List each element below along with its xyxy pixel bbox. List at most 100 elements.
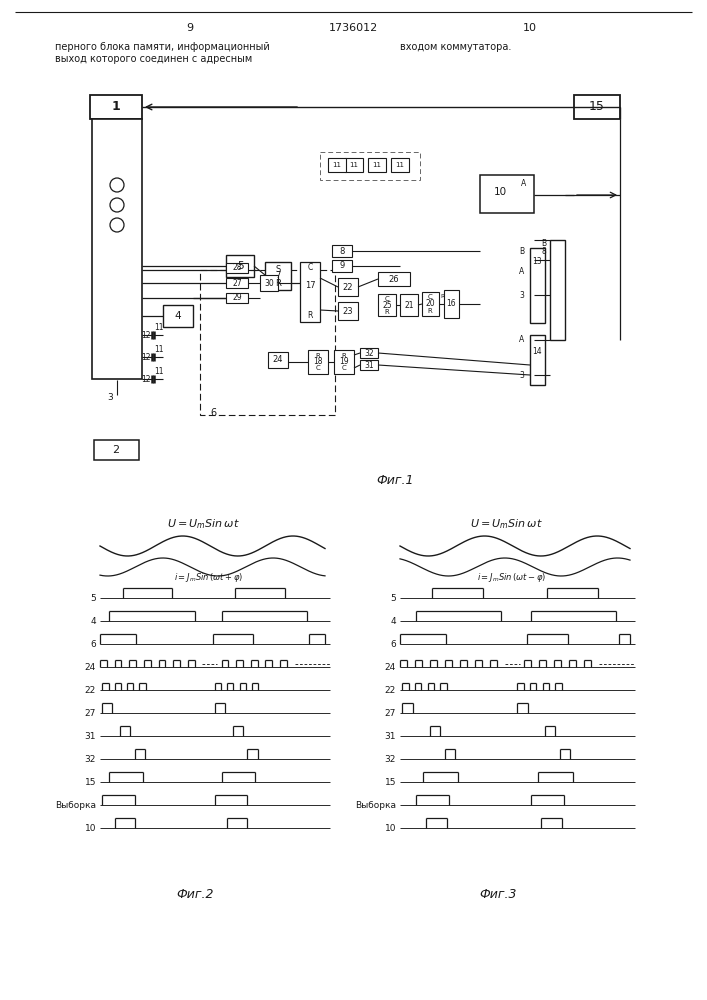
Text: 15: 15 <box>385 778 396 787</box>
Text: 15: 15 <box>85 778 96 787</box>
Text: 3: 3 <box>519 290 524 300</box>
Text: 32: 32 <box>85 755 96 764</box>
Bar <box>94 440 139 460</box>
Text: выход которого соединен с адресным: выход которого соединен с адресным <box>55 54 252 64</box>
Bar <box>480 175 534 213</box>
Text: 23: 23 <box>343 306 354 316</box>
Bar <box>574 95 620 119</box>
Bar <box>332 260 352 272</box>
Text: R: R <box>440 294 444 298</box>
Bar <box>334 350 354 374</box>
Text: 24: 24 <box>385 663 396 672</box>
Text: 8: 8 <box>339 246 345 255</box>
Text: 7: 7 <box>275 271 281 280</box>
Text: 3: 3 <box>107 393 113 402</box>
Text: 12: 12 <box>141 374 151 383</box>
Bar <box>268 352 288 368</box>
Text: перного блока памяти, информационный: перного блока памяти, информационный <box>55 42 270 52</box>
Text: C: C <box>428 294 433 300</box>
Bar <box>345 158 363 172</box>
Bar <box>378 272 410 286</box>
Text: A: A <box>519 336 524 344</box>
Text: входом коммутатора.: входом коммутатора. <box>400 42 511 52</box>
Text: 5: 5 <box>90 594 96 603</box>
Text: $i = J_m Sin\,(\omega t + \varphi)$: $i = J_m Sin\,(\omega t + \varphi)$ <box>174 572 243 584</box>
Text: 11: 11 <box>373 162 382 168</box>
Text: 19: 19 <box>339 358 349 366</box>
Bar <box>530 248 545 323</box>
Text: 11: 11 <box>154 367 164 376</box>
Text: 29: 29 <box>232 294 242 302</box>
Text: R: R <box>315 353 320 359</box>
Text: 22: 22 <box>85 686 96 695</box>
Text: 1: 1 <box>112 101 120 113</box>
Text: 9: 9 <box>339 261 344 270</box>
Text: 8: 8 <box>542 247 546 256</box>
Bar <box>308 350 328 374</box>
Bar <box>360 360 378 370</box>
Text: C: C <box>341 365 346 371</box>
Text: 12: 12 <box>141 353 151 361</box>
Text: R: R <box>275 278 281 288</box>
Text: 14: 14 <box>532 348 542 357</box>
Text: 31: 31 <box>385 732 396 741</box>
Text: R: R <box>428 308 433 314</box>
Text: 27: 27 <box>85 709 96 718</box>
Bar <box>368 158 386 172</box>
Text: C: C <box>315 365 320 371</box>
Text: 6: 6 <box>210 408 216 418</box>
Text: Выборка: Выборка <box>55 801 96 810</box>
Text: 11: 11 <box>395 162 404 168</box>
Text: 11: 11 <box>349 162 358 168</box>
Text: 32: 32 <box>385 755 396 764</box>
Text: 11: 11 <box>332 162 341 168</box>
Text: 24: 24 <box>85 663 96 672</box>
Text: $i = J_m Sin\,(\omega t - \varphi)$: $i = J_m Sin\,(\omega t - \varphi)$ <box>477 572 546 584</box>
Text: 11: 11 <box>154 324 164 332</box>
Text: 17: 17 <box>305 280 315 290</box>
Bar <box>391 158 409 172</box>
Bar <box>265 262 291 290</box>
Text: R: R <box>341 353 346 359</box>
Text: 13: 13 <box>532 257 542 266</box>
Text: 22: 22 <box>343 282 354 292</box>
Text: C: C <box>308 263 312 272</box>
Text: Выборка: Выборка <box>355 801 396 810</box>
Text: 16: 16 <box>446 300 456 308</box>
Bar <box>332 245 352 257</box>
Text: 20: 20 <box>425 300 435 308</box>
Text: 12: 12 <box>141 330 151 340</box>
Text: 31: 31 <box>85 732 96 741</box>
Text: 31: 31 <box>364 360 374 369</box>
Text: 10: 10 <box>493 187 506 197</box>
Text: 1736012: 1736012 <box>328 23 378 33</box>
Text: 5: 5 <box>237 261 243 271</box>
Bar <box>226 278 248 288</box>
Text: R: R <box>385 309 390 315</box>
Text: Фиг.1: Фиг.1 <box>376 474 414 487</box>
Bar <box>360 348 378 358</box>
Text: $U = U_m Sin\,\omega t$: $U = U_m Sin\,\omega t$ <box>469 517 542 531</box>
Bar <box>338 302 358 320</box>
Text: A: A <box>519 267 524 276</box>
Text: 4: 4 <box>90 617 96 626</box>
Text: 10: 10 <box>85 824 96 833</box>
Text: 32: 32 <box>364 349 374 358</box>
Bar <box>200 270 335 415</box>
Text: 15: 15 <box>589 101 605 113</box>
Text: 22: 22 <box>385 686 396 695</box>
Text: 24: 24 <box>273 356 284 364</box>
Text: 4: 4 <box>390 617 396 626</box>
Text: 3: 3 <box>519 370 524 379</box>
Text: Фиг.3: Фиг.3 <box>479 888 517 902</box>
Text: 11: 11 <box>154 346 164 355</box>
Text: $U = U_m Sin\,\omega t$: $U = U_m Sin\,\omega t$ <box>167 517 240 531</box>
Text: 30: 30 <box>264 278 274 288</box>
Bar <box>320 152 420 180</box>
Text: 5: 5 <box>390 594 396 603</box>
Text: 2: 2 <box>112 445 119 455</box>
Bar <box>92 119 142 379</box>
Text: 27: 27 <box>232 278 242 288</box>
Bar <box>163 305 193 327</box>
Bar <box>260 275 278 291</box>
